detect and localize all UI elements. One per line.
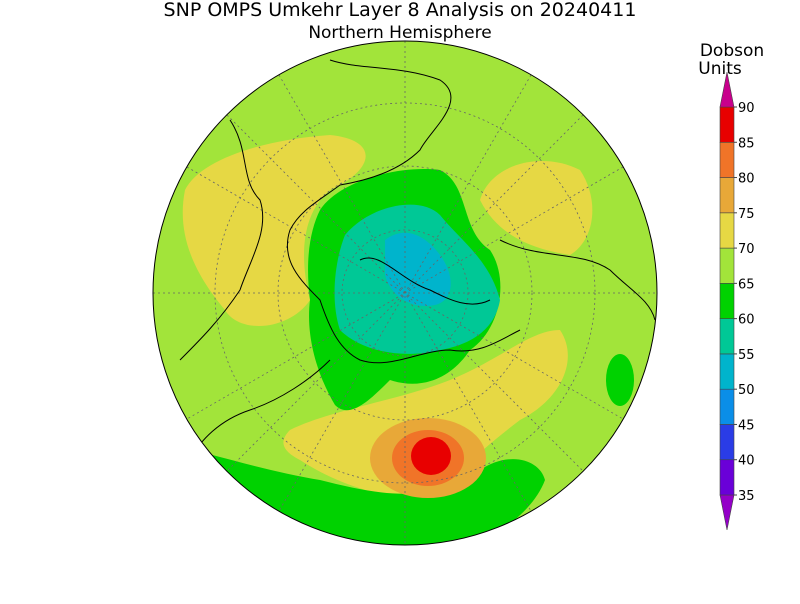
colorbar-segment bbox=[719, 459, 735, 496]
colorbar-tick-label: 45 bbox=[738, 418, 755, 433]
colorbar-tick-label: 50 bbox=[738, 383, 755, 398]
colorbar-tick-label: 80 bbox=[738, 172, 755, 187]
field-region bbox=[385, 232, 451, 306]
colorbar-tick-label: 40 bbox=[738, 454, 755, 469]
colorbar-tick-label: 65 bbox=[738, 277, 755, 292]
colorbar-tick-label: 35 bbox=[738, 489, 755, 504]
colorbar-segment bbox=[719, 388, 735, 425]
colorbar-segment bbox=[719, 318, 735, 355]
map-field bbox=[153, 41, 657, 545]
globe-outline bbox=[152, 40, 658, 546]
field-region bbox=[283, 330, 568, 500]
colorbar-tick-label: 55 bbox=[738, 348, 755, 363]
colorbar-label: Units bbox=[698, 59, 742, 79]
colorbar-segment bbox=[719, 141, 735, 178]
colorbar: 35 40 45 50 55 60 65 70 75 80 85 90 bbox=[719, 71, 755, 531]
colorbar-segment bbox=[719, 353, 735, 390]
title: SNP OMPS Umkehr Layer 8 Analysis on 2024… bbox=[164, 0, 637, 21]
field-region bbox=[480, 161, 593, 255]
graticule bbox=[153, 41, 657, 545]
subtitle: Northern Hemisphere bbox=[308, 23, 491, 43]
colorbar-extension bbox=[719, 71, 735, 108]
colorbar-segment bbox=[719, 424, 735, 461]
colorbar-tick-label: 60 bbox=[738, 313, 755, 328]
colorbar-tick-label: 75 bbox=[738, 207, 755, 222]
colorbar-segment bbox=[719, 177, 735, 214]
field-region bbox=[182, 135, 366, 327]
colorbar-extension bbox=[719, 494, 735, 531]
colorbar-tick-label: 90 bbox=[738, 101, 755, 116]
colorbar-segment bbox=[719, 212, 735, 249]
field-region bbox=[411, 437, 451, 475]
field-region bbox=[606, 354, 634, 406]
colorbar-label: Dobson bbox=[700, 41, 764, 61]
colorbar-segment bbox=[719, 106, 735, 143]
colorbar-segment bbox=[719, 283, 735, 319]
colorbar-segment bbox=[719, 247, 735, 284]
colorbar-tick-label: 70 bbox=[738, 242, 755, 257]
colorbar-tick-label: 85 bbox=[738, 136, 755, 151]
